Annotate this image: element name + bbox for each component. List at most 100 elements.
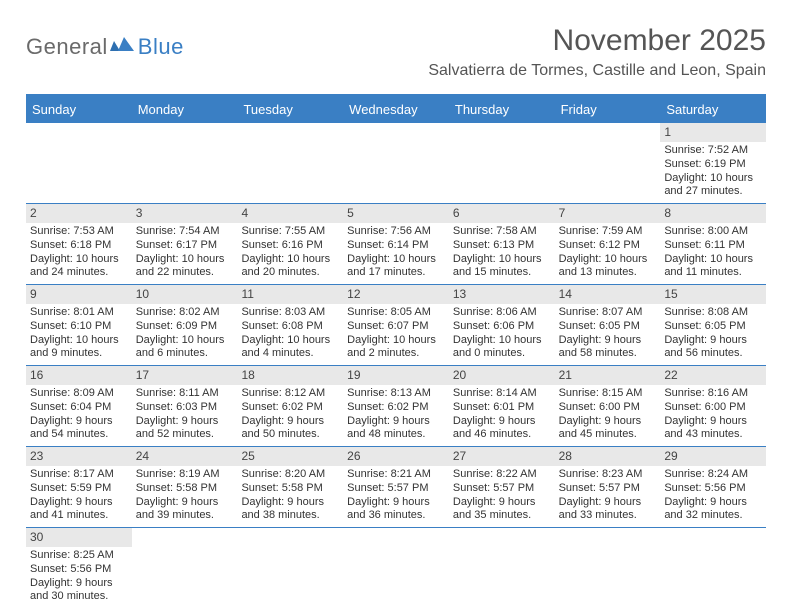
day-number	[449, 123, 555, 127]
day-sunset: Sunset: 5:58 PM	[241, 482, 339, 496]
day-number	[237, 123, 343, 127]
weekday-header: Sunday	[26, 96, 132, 123]
day-number: 10	[132, 285, 238, 304]
day-cell	[343, 528, 449, 608]
day-number: 28	[555, 447, 661, 466]
day-number	[660, 528, 766, 532]
day-sunset: Sunset: 6:11 PM	[664, 239, 762, 253]
day-sunset: Sunset: 6:00 PM	[664, 401, 762, 415]
day-cell: 10Sunrise: 8:02 AMSunset: 6:09 PMDayligh…	[132, 285, 238, 365]
week-row: 1Sunrise: 7:52 AMSunset: 6:19 PMDaylight…	[26, 123, 766, 204]
day-cell: 9Sunrise: 8:01 AMSunset: 6:10 PMDaylight…	[26, 285, 132, 365]
week-row: 9Sunrise: 8:01 AMSunset: 6:10 PMDaylight…	[26, 285, 766, 366]
day-sunset: Sunset: 6:09 PM	[136, 320, 234, 334]
day-number	[555, 123, 661, 127]
day-cell: 13Sunrise: 8:06 AMSunset: 6:06 PMDayligh…	[449, 285, 555, 365]
day-daylight: Daylight: 9 hours and 36 minutes.	[347, 496, 445, 524]
day-sunset: Sunset: 6:14 PM	[347, 239, 445, 253]
day-daylight: Daylight: 10 hours and 27 minutes.	[664, 172, 762, 200]
day-sunset: Sunset: 6:12 PM	[559, 239, 657, 253]
weekday-header-row: Sunday Monday Tuesday Wednesday Thursday…	[26, 96, 766, 123]
day-daylight: Daylight: 9 hours and 48 minutes.	[347, 415, 445, 443]
day-number: 18	[237, 366, 343, 385]
day-sunset: Sunset: 6:07 PM	[347, 320, 445, 334]
day-daylight: Daylight: 9 hours and 54 minutes.	[30, 415, 128, 443]
day-sunrise: Sunrise: 8:14 AM	[453, 387, 551, 401]
day-number: 6	[449, 204, 555, 223]
day-number: 23	[26, 447, 132, 466]
day-cell	[132, 528, 238, 608]
day-sunrise: Sunrise: 8:19 AM	[136, 468, 234, 482]
brand-text-blue: Blue	[138, 34, 184, 60]
day-cell: 21Sunrise: 8:15 AMSunset: 6:00 PMDayligh…	[555, 366, 661, 446]
day-number: 13	[449, 285, 555, 304]
day-cell	[555, 528, 661, 608]
location-text: Salvatierra de Tormes, Castille and Leon…	[428, 62, 766, 80]
day-number	[132, 123, 238, 127]
day-daylight: Daylight: 9 hours and 39 minutes.	[136, 496, 234, 524]
day-sunrise: Sunrise: 8:07 AM	[559, 306, 657, 320]
day-cell: 6Sunrise: 7:58 AMSunset: 6:13 PMDaylight…	[449, 204, 555, 284]
day-sunset: Sunset: 6:05 PM	[559, 320, 657, 334]
day-daylight: Daylight: 9 hours and 38 minutes.	[241, 496, 339, 524]
day-cell	[26, 123, 132, 203]
header: General Blue November 2025 Salvatierra d…	[26, 24, 766, 80]
day-daylight: Daylight: 10 hours and 4 minutes.	[241, 334, 339, 362]
day-sunrise: Sunrise: 8:05 AM	[347, 306, 445, 320]
day-sunrise: Sunrise: 8:22 AM	[453, 468, 551, 482]
day-sunset: Sunset: 6:00 PM	[559, 401, 657, 415]
day-cell	[343, 123, 449, 203]
day-number	[555, 528, 661, 532]
day-sunrise: Sunrise: 8:00 AM	[664, 225, 762, 239]
day-number: 17	[132, 366, 238, 385]
day-sunset: Sunset: 6:16 PM	[241, 239, 339, 253]
day-number	[132, 528, 238, 532]
day-sunrise: Sunrise: 7:52 AM	[664, 144, 762, 158]
day-daylight: Daylight: 9 hours and 56 minutes.	[664, 334, 762, 362]
day-daylight: Daylight: 10 hours and 20 minutes.	[241, 253, 339, 281]
flag-icon	[110, 35, 136, 60]
day-sunset: Sunset: 6:18 PM	[30, 239, 128, 253]
day-cell: 14Sunrise: 8:07 AMSunset: 6:05 PMDayligh…	[555, 285, 661, 365]
day-cell: 15Sunrise: 8:08 AMSunset: 6:05 PMDayligh…	[660, 285, 766, 365]
day-number: 26	[343, 447, 449, 466]
day-cell: 5Sunrise: 7:56 AMSunset: 6:14 PMDaylight…	[343, 204, 449, 284]
day-sunrise: Sunrise: 8:15 AM	[559, 387, 657, 401]
weekday-header: Monday	[132, 96, 238, 123]
day-sunrise: Sunrise: 8:16 AM	[664, 387, 762, 401]
weekday-header: Friday	[555, 96, 661, 123]
day-sunrise: Sunrise: 7:53 AM	[30, 225, 128, 239]
day-daylight: Daylight: 9 hours and 46 minutes.	[453, 415, 551, 443]
day-number: 15	[660, 285, 766, 304]
day-daylight: Daylight: 10 hours and 17 minutes.	[347, 253, 445, 281]
day-sunrise: Sunrise: 8:03 AM	[241, 306, 339, 320]
day-cell: 12Sunrise: 8:05 AMSunset: 6:07 PMDayligh…	[343, 285, 449, 365]
day-number: 12	[343, 285, 449, 304]
day-sunset: Sunset: 6:10 PM	[30, 320, 128, 334]
day-number: 3	[132, 204, 238, 223]
day-sunrise: Sunrise: 8:12 AM	[241, 387, 339, 401]
day-daylight: Daylight: 10 hours and 22 minutes.	[136, 253, 234, 281]
day-number: 27	[449, 447, 555, 466]
brand-text-general: General	[26, 34, 108, 60]
day-sunset: Sunset: 6:13 PM	[453, 239, 551, 253]
day-cell: 2Sunrise: 7:53 AMSunset: 6:18 PMDaylight…	[26, 204, 132, 284]
day-number: 30	[26, 528, 132, 547]
day-cell: 23Sunrise: 8:17 AMSunset: 5:59 PMDayligh…	[26, 447, 132, 527]
brand-logo: General Blue	[26, 34, 184, 60]
day-sunrise: Sunrise: 7:58 AM	[453, 225, 551, 239]
day-sunrise: Sunrise: 8:17 AM	[30, 468, 128, 482]
calendar: Sunday Monday Tuesday Wednesday Thursday…	[26, 94, 766, 608]
day-cell	[449, 528, 555, 608]
day-sunset: Sunset: 5:57 PM	[347, 482, 445, 496]
day-sunset: Sunset: 6:06 PM	[453, 320, 551, 334]
day-sunrise: Sunrise: 8:08 AM	[664, 306, 762, 320]
weekday-header: Saturday	[660, 96, 766, 123]
day-cell	[237, 123, 343, 203]
day-sunset: Sunset: 6:17 PM	[136, 239, 234, 253]
day-cell: 24Sunrise: 8:19 AMSunset: 5:58 PMDayligh…	[132, 447, 238, 527]
day-sunset: Sunset: 6:04 PM	[30, 401, 128, 415]
day-sunrise: Sunrise: 8:11 AM	[136, 387, 234, 401]
day-sunrise: Sunrise: 7:56 AM	[347, 225, 445, 239]
day-sunrise: Sunrise: 8:20 AM	[241, 468, 339, 482]
